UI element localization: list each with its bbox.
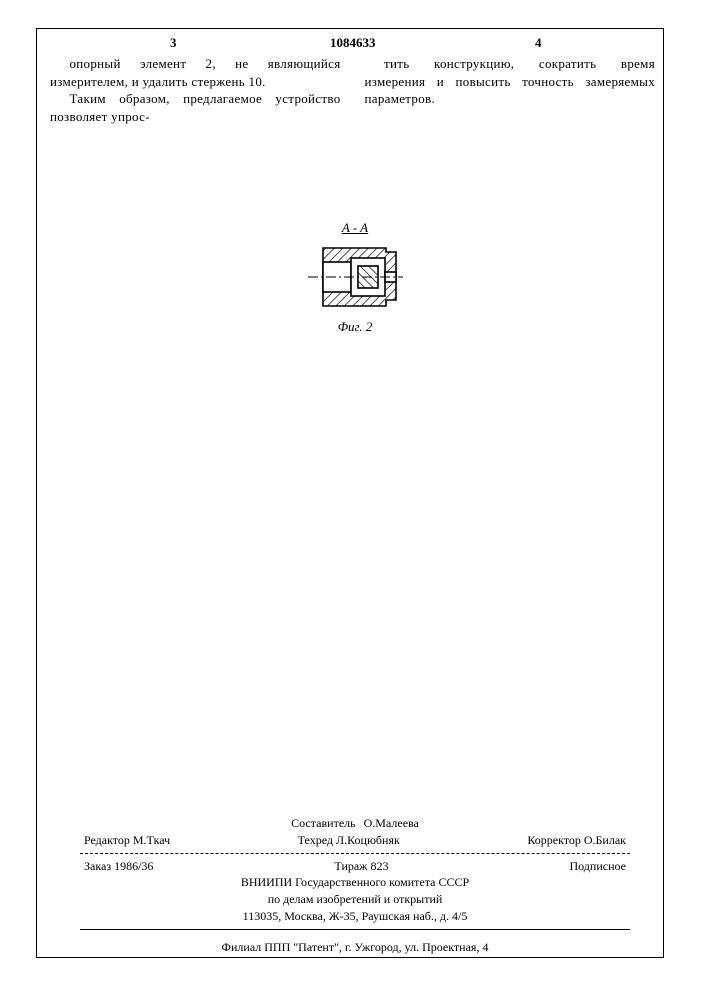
compiler-name: О.Малеева [364,815,419,832]
footer-text: Филиал ППП "Патент", г. Ужгород, ул. Про… [222,940,489,954]
order-no: 1986/36 [114,859,153,873]
colophon-row-compiler: Составитель О.Малеева [80,815,630,832]
tirazh-label: Тираж [334,859,367,873]
divider-2 [80,929,630,930]
tirazh-no: 823 [370,859,388,873]
corrector-name: О.Билак [584,833,626,847]
page-number-left: 3 [170,35,177,51]
order-block: Заказ 1986/36 [84,858,153,875]
body-columns: опорный элемент 2, не являющийся измерит… [50,55,655,125]
org-line-2: по делам изобретений и открытий [80,891,630,908]
corrector-block: Корректор О.Билак [527,832,626,849]
figure-2: A - A Фиг. 2 [295,220,415,335]
patent-number: 1084633 [330,35,376,51]
techred-name: Л.Коцюбняк [336,833,400,847]
right-column: тить конструкцию, сократить время измере… [365,55,656,125]
right-col-p1: тить конструкцию, сократить время измере… [365,55,656,108]
left-col-p2: Таким образом, предлагаемое устройство п… [50,90,341,125]
corrector-label: Корректор [527,833,581,847]
editor-label: Редактор [84,833,130,847]
left-column: опорный элемент 2, не являющийся измерит… [50,55,341,125]
compiler-label: Составитель [291,815,355,832]
page-number-right: 4 [535,35,542,51]
divider-1 [80,853,630,854]
figure-2-svg [308,240,403,315]
colophon-row-order: Заказ 1986/36 Тираж 823 Подписное [84,858,626,875]
subscription: Подписное [569,858,626,875]
figure-section-label: A - A [295,220,415,236]
order-label: Заказ [84,859,111,873]
org-line-1: ВНИИПИ Государственного комитета СССР [80,874,630,891]
techred-block: Техред Л.Коцюбняк [298,832,400,849]
colophon: Составитель О.Малеева Редактор М.Ткач Те… [80,815,630,934]
tirazh-block: Тираж 823 [334,858,388,875]
techred-label: Техред [298,833,333,847]
editor-block: Редактор М.Ткач [84,832,170,849]
footer: Филиал ППП "Патент", г. Ужгород, ул. Про… [80,940,630,955]
editor-name: М.Ткач [133,833,170,847]
left-col-p1: опорный элемент 2, не являющийся измерит… [50,55,341,90]
page-header: 3 1084633 4 [50,35,650,57]
colophon-row-credits: Редактор М.Ткач Техред Л.Коцюбняк Коррек… [84,832,626,849]
figure-caption: Фиг. 2 [295,319,415,335]
org-address: 113035, Москва, Ж-35, Раушская наб., д. … [80,908,630,925]
